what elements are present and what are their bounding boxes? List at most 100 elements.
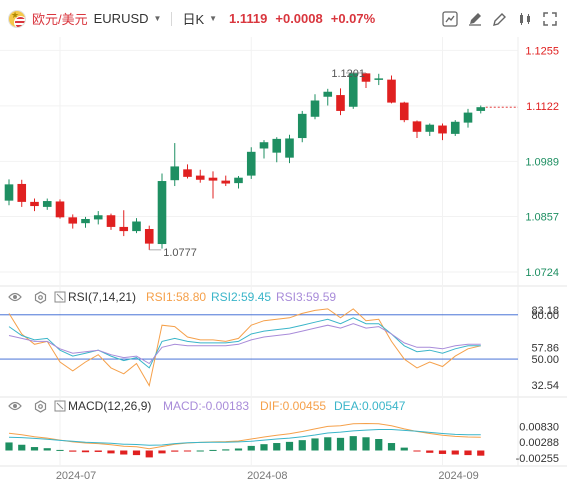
macd-histogram-bar [349, 436, 357, 451]
macd-histogram-bar [234, 448, 243, 451]
macd-histogram-bar [298, 440, 306, 451]
macd-histogram-bar [30, 447, 39, 451]
macd-settings-icon[interactable] [34, 400, 47, 416]
candle-body [450, 121, 460, 134]
price-axis-label: 1.0989 [525, 156, 559, 168]
rsi-axis-label: 80.00 [531, 310, 559, 322]
macd-histogram-bar [387, 443, 396, 451]
macd-histogram-bar [196, 450, 204, 452]
price-axis-label: 1.1122 [526, 101, 559, 113]
symbol-selector[interactable]: EURUSD [93, 11, 149, 26]
macd-axis-label: 0.00830 [519, 422, 559, 434]
candle-body [425, 124, 435, 132]
low-price-annotation: 1.0777 [163, 247, 197, 259]
last-price: 1.1119 [229, 11, 268, 26]
macd-histogram-bar [336, 437, 345, 451]
macd-axis-label: -0.00255 [516, 453, 559, 465]
candle-body [361, 73, 371, 82]
rsi-lines [0, 308, 518, 387]
candle-body [93, 215, 103, 220]
candle-body [374, 78, 384, 80]
price-axis-label: 1.0857 [525, 211, 559, 223]
candle-body [144, 229, 154, 244]
macd-histogram-bar [400, 447, 408, 451]
indicator-settings-icon[interactable] [442, 11, 458, 27]
candle-body [4, 184, 14, 201]
macd-histogram-bar [273, 443, 281, 451]
candle-body [336, 95, 345, 111]
macd-expand-icon[interactable] [54, 400, 66, 415]
candle-body [195, 175, 205, 180]
candle-body [157, 181, 167, 245]
macd-histogram-bar [69, 450, 77, 452]
draw-icon[interactable] [467, 11, 483, 27]
pen-icon[interactable] [492, 11, 508, 27]
macd-label: MACD(12,26,9) [68, 399, 152, 413]
candle-body [399, 102, 409, 121]
eur-usd-flag-icon [8, 9, 26, 28]
rsi-axis-label: 50.00 [531, 354, 559, 366]
macd-histogram-bar [285, 441, 294, 451]
candle-body [412, 121, 422, 132]
macd-histogram-bar [362, 437, 370, 451]
candle-body [183, 169, 192, 177]
macd-histogram-bar [107, 450, 115, 454]
candle-body [272, 138, 282, 153]
macd-histogram-bar [324, 437, 332, 451]
macd-histogram-bar [5, 442, 13, 451]
macd-histogram-bar [56, 449, 64, 451]
rsi-settings-icon[interactable] [34, 291, 47, 307]
macd-visibility-icon[interactable] [8, 400, 22, 415]
macd-histogram-bar [132, 450, 141, 456]
candle-body [234, 177, 243, 184]
macd-value: MACD:-0.00183 [163, 399, 250, 413]
price-axis-label: 1.0724 [525, 267, 559, 279]
candle-body [476, 107, 486, 111]
dea-value: DEA:0.00547 [334, 399, 406, 413]
rsi-line-rsi3 [8, 323, 481, 365]
macd-histogram-bar [477, 450, 485, 456]
date-axis-label: 2024-07 [56, 470, 96, 482]
period-selector[interactable]: 日K [182, 12, 205, 27]
candle-body [17, 183, 27, 202]
macd-dea-line [8, 429, 481, 446]
macd-histogram-bar [464, 450, 472, 456]
dif-value: DIF:0.00455 [260, 399, 327, 413]
macd-dif-line [8, 422, 481, 450]
macd-histogram-bar [413, 450, 421, 452]
candle-body [30, 201, 39, 207]
candle-body [221, 180, 231, 184]
macd-histogram-bar [426, 450, 434, 453]
rsi-expand-icon[interactable] [54, 291, 66, 306]
candle-body [132, 221, 141, 232]
rsi-visibility-icon[interactable] [8, 291, 22, 306]
axis-labels: 1.1255 1.1122 1.0989 1.0857 1.0724 1.1201 1.07… [56, 45, 559, 482]
macd-histogram-bar [145, 450, 153, 458]
chevron-down-icon[interactable]: ▼ [153, 14, 162, 23]
macd-histogram-bar [94, 450, 102, 452]
candle-type-icon[interactable] [517, 11, 533, 27]
rsi-axis-label: 32.54 [531, 380, 559, 392]
candle-body [42, 201, 52, 207]
macd-histogram-bar [158, 450, 166, 454]
toolbar-divider [171, 11, 173, 26]
candle-body [68, 217, 78, 224]
rsi-line-rsi2 [8, 317, 481, 369]
pair-name[interactable]: 欧元/美元 [32, 12, 88, 27]
macd-histogram-bar [183, 450, 192, 452]
date-axis-label: 2024-08 [247, 470, 287, 482]
rsi-axis-label: 57.86 [531, 342, 559, 354]
fullscreen-icon[interactable] [542, 11, 558, 27]
candle-body [297, 113, 307, 139]
candle-body [387, 79, 396, 103]
macd-histogram-bar [375, 439, 383, 451]
macd-histogram-and-lines [5, 422, 485, 458]
chevron-down-icon[interactable]: ▼ [209, 14, 218, 23]
candle-body [81, 218, 90, 224]
candle-body [285, 138, 294, 158]
candle-body [119, 226, 129, 232]
macd-histogram-bar [247, 445, 255, 451]
candle-body [208, 177, 218, 181]
macd-histogram-bar [120, 450, 128, 455]
